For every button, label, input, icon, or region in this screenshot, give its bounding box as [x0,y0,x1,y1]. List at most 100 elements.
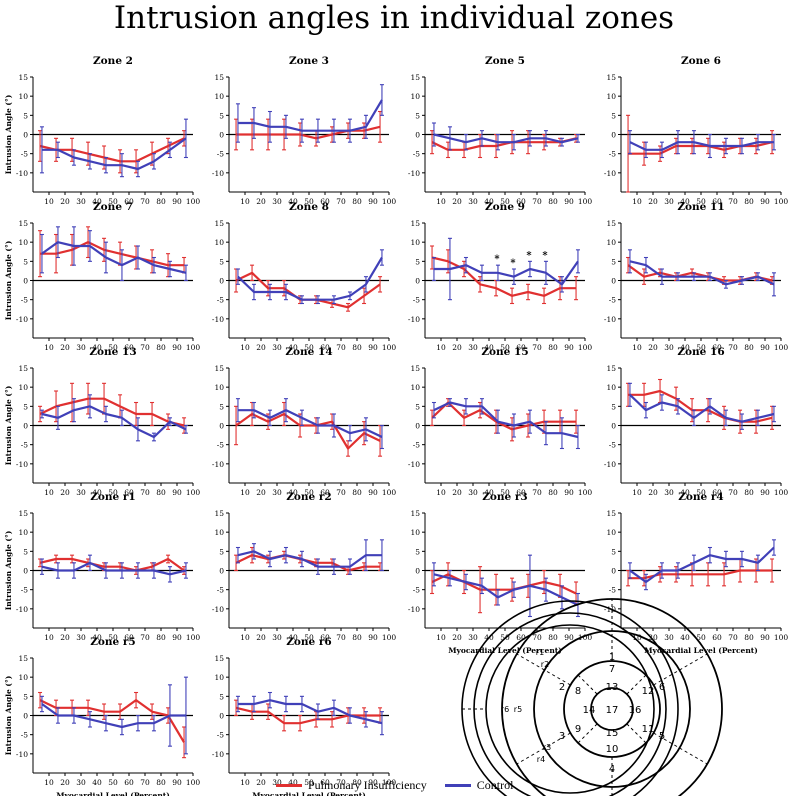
x-tick-label: 60 [712,488,722,497]
x-tick-label: 10 [436,488,446,497]
x-tick-label: 80 [548,197,558,206]
x-tick-label: 50 [108,633,118,642]
y-axis-label: Intrusion Angle (°) [4,676,13,756]
page-title: Intrusion angles in individual zones [113,0,675,36]
x-tick-label: 40 [92,197,102,206]
y-tick-label: 10 [214,238,224,247]
y-tick-label: -5 [609,150,617,159]
y-tick-label: 15 [606,219,616,228]
y-tick-label: 5 [23,402,28,411]
y-tick-label: 10 [18,92,28,101]
segment-label: 6 [659,682,665,693]
x-tick-label: 90 [368,633,378,642]
rv-segment-label: r4 [537,755,545,764]
x-tick-label: 40 [288,488,298,497]
y-tick-label: -5 [413,441,421,450]
x-tick-label: 30 [664,197,674,206]
series-line-pi [40,241,185,267]
y-tick-label: -5 [217,586,225,595]
panel-title: Zone 7 [93,201,133,213]
zone-panel: Zone 16 -10 -5 0 5 10 15 10 20 30 40 50 60 70 80 90 100 [604,346,788,497]
zone-panel: Zone 9 -10 -5 0 5 10 15 10 20 30 40 50 60 70 80 90 100 * *… [408,201,592,352]
x-tick-label: 50 [108,778,118,787]
x-tick-label: 10 [240,633,250,642]
y-tick-label: 5 [23,547,28,556]
y-tick-label: -10 [16,315,28,324]
x-tick-label: 50 [304,633,314,642]
x-tick-label: 10 [44,778,54,787]
segment-label: 7 [609,664,615,675]
x-tick-label: 60 [124,488,134,497]
x-tick-label: 70 [140,633,150,642]
x-tick-label: 10 [240,197,250,206]
x-tick-label: 20 [452,343,462,352]
x-tick-label: 90 [368,488,378,497]
y-tick-label: -10 [16,460,28,469]
x-tick-label: 30 [76,488,86,497]
y-tick-label: -10 [408,460,420,469]
x-tick-label: 20 [256,197,266,206]
x-tick-label: 70 [728,197,738,206]
x-tick-label: 80 [352,343,362,352]
series-line-pi [628,141,773,155]
segment-divider [653,653,708,686]
x-tick-label: 90 [368,343,378,352]
series-line-control [433,260,579,286]
x-tick-label: 60 [320,343,330,352]
x-tick-label: 50 [108,488,118,497]
y-tick-label: 0 [219,277,224,286]
y-tick-label: -10 [408,605,420,614]
x-tick-label: 90 [564,343,574,352]
x-tick-label: 10 [436,633,446,642]
y-tick-label: 0 [415,277,420,286]
y-tick-label: 15 [214,364,224,373]
y-tick-label: 10 [606,92,616,101]
y-axis-label: Intrusion Angle (°) [4,531,13,611]
panel-title: Zone 3 [289,55,329,67]
x-tick-label: 90 [368,197,378,206]
significance-star: * [494,254,500,265]
y-tick-label: 5 [611,111,616,120]
segment-label: 12 [642,686,655,697]
y-tick-label: -10 [604,169,616,178]
panel-title: Zone 6 [681,55,721,67]
x-tick-label: 50 [304,778,314,787]
series-line-control [629,260,775,286]
segment-label: 16 [629,705,642,716]
y-tick-label: -10 [408,169,420,178]
x-tick-label: 10 [240,488,250,497]
y-tick-label: 5 [611,547,616,556]
y-tick-label: 0 [23,712,28,721]
x-tick-label: 20 [60,488,70,497]
significance-star: * [510,258,516,269]
y-tick-label: -10 [212,605,224,614]
x-tick-label: 50 [696,343,706,352]
x-tick-label: 90 [760,343,770,352]
x-tick-label: 90 [172,633,182,642]
y-tick-label: 10 [18,673,28,682]
x-tick-label: 20 [648,488,658,497]
series-line-pi [431,137,577,151]
series-line-control [433,401,579,439]
x-tick-label: 10 [436,197,446,206]
segment-label: 14 [583,705,596,716]
x-tick-label: 80 [744,488,754,497]
x-tick-label: 70 [728,488,738,497]
x-tick-label: 30 [272,778,282,787]
x-tick-label: 100 [578,343,593,352]
x-tick-label: 20 [60,197,70,206]
x-tick-label: 10 [44,633,54,642]
x-tick-label: 40 [288,197,298,206]
y-tick-label: 0 [415,131,420,140]
y-tick-label: -10 [408,315,420,324]
x-tick-label: 20 [452,633,462,642]
x-tick-label: 20 [60,778,70,787]
panel-title: Zone 5 [485,55,525,67]
panel-title: Zone 9 [485,201,525,213]
segment-divider [626,723,647,744]
y-tick-label: 15 [410,509,420,518]
y-tick-label: 15 [18,654,28,663]
x-tick-label: 80 [352,197,362,206]
